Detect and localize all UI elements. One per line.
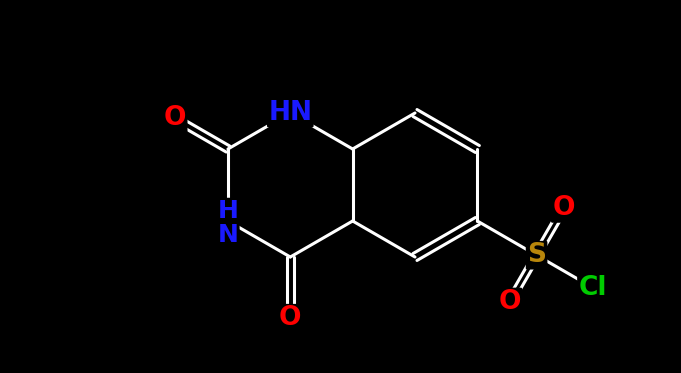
Text: N: N bbox=[217, 223, 238, 247]
Text: O: O bbox=[279, 305, 302, 331]
Text: O: O bbox=[163, 106, 186, 131]
Text: S: S bbox=[527, 242, 546, 268]
Text: H: H bbox=[217, 199, 238, 223]
Text: Cl: Cl bbox=[578, 275, 607, 301]
Text: O: O bbox=[498, 289, 521, 315]
Text: O: O bbox=[552, 195, 575, 222]
Text: HN: HN bbox=[268, 100, 313, 126]
